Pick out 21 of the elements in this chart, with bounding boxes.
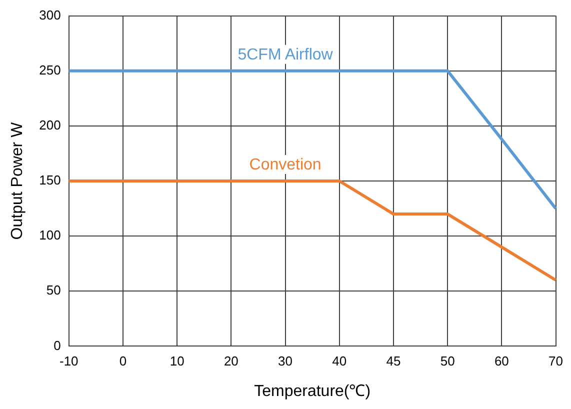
y-axis-title: Output Power W: [9, 121, 26, 240]
y-tick-label: 300: [39, 7, 61, 22]
y-tick-label: 200: [39, 118, 61, 133]
x-tick-label: 70: [548, 354, 564, 369]
series-label: 5CFM Airflow: [238, 46, 334, 64]
y-tick-label: 0: [54, 338, 61, 353]
x-axis-title: Temperature(℃): [254, 382, 371, 400]
x-tick-label: 40: [332, 354, 347, 369]
y-tick-label: 50: [46, 282, 61, 298]
series-label: Convetion: [249, 156, 322, 174]
y-tick-label: 250: [39, 62, 61, 78]
y-tick-label: 150: [39, 172, 61, 188]
x-tick-label: 10: [170, 354, 184, 369]
x-tick-label: 0: [119, 354, 127, 369]
y-tick-label: 100: [39, 228, 61, 243]
x-tick-label: 30: [278, 354, 293, 369]
x-tick-label: -10: [59, 354, 78, 369]
x-tick-label: 50: [440, 354, 455, 369]
x-tick-label: 45: [386, 354, 401, 369]
x-tick-label: 20: [224, 354, 238, 369]
x-tick-label: 60: [494, 354, 509, 369]
